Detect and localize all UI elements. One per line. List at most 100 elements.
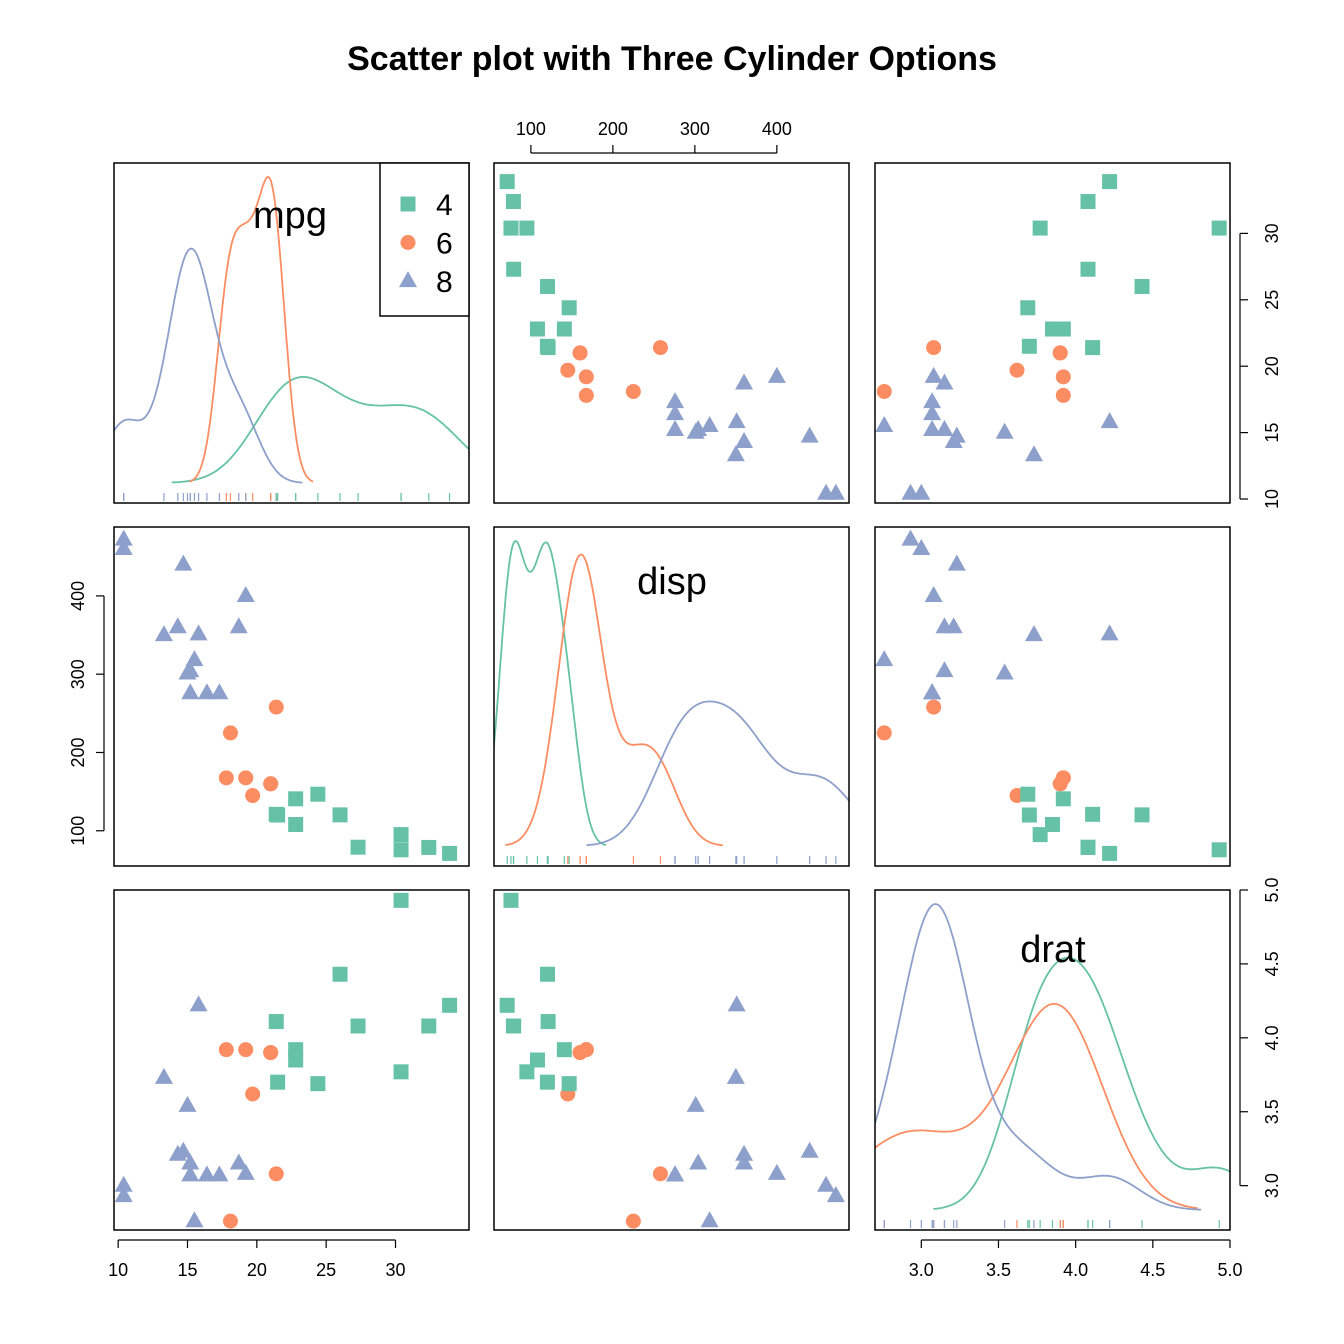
point-mpg-vs-disp-19 bbox=[499, 174, 515, 190]
point-mpg-vs-disp-28 bbox=[727, 412, 746, 429]
point-mpg-vs-drat-21 bbox=[875, 416, 894, 433]
point-drat-vs-mpg-1 bbox=[263, 1045, 279, 1061]
point-disp-vs-mpg-14 bbox=[114, 529, 133, 546]
point-mpg-vs-drat-13 bbox=[923, 420, 942, 437]
x-tick-label-bottom-drat-1: 3.5 bbox=[986, 1260, 1011, 1280]
point-mpg-vs-disp-30 bbox=[686, 422, 705, 439]
point-drat-vs-mpg-27 bbox=[393, 1064, 409, 1080]
point-disp-vs-drat-7 bbox=[1020, 786, 1036, 802]
point-drat-vs-disp-31 bbox=[540, 1014, 556, 1030]
point-mpg-vs-drat-5 bbox=[876, 383, 892, 399]
diag-label-mpg: mpg bbox=[253, 195, 327, 237]
point-drat-vs-disp-15 bbox=[817, 1175, 836, 1192]
point-drat-vs-mpg-17 bbox=[421, 1018, 437, 1034]
x-tick-label-top-disp-2: 300 bbox=[680, 119, 710, 139]
y-tick-label-left-disp-3: 400 bbox=[68, 581, 88, 611]
point-mpg-vs-drat-19 bbox=[1102, 174, 1118, 190]
density-group-drat bbox=[875, 903, 1230, 1228]
point-mpg-vs-disp-18 bbox=[503, 220, 519, 236]
point-mpg-vs-disp-6 bbox=[735, 431, 754, 448]
point-mpg-vs-disp-23 bbox=[726, 445, 745, 462]
legend-marker-6 bbox=[400, 235, 416, 250]
point-disp-vs-mpg-28 bbox=[189, 624, 208, 641]
point-mpg-vs-disp-4 bbox=[735, 373, 754, 390]
panel-frame-2-2 bbox=[874, 889, 1231, 1231]
point-mpg-vs-drat-9 bbox=[1055, 369, 1071, 385]
point-drat-vs-mpg-10 bbox=[218, 1042, 234, 1058]
x-tick-label-top-disp-3: 400 bbox=[762, 119, 792, 139]
point-disp-vs-mpg-29 bbox=[245, 788, 261, 804]
point-mpg-vs-drat-23 bbox=[1024, 445, 1043, 462]
point-disp-vs-drat-8 bbox=[1055, 791, 1071, 807]
y-tick-label-right-drat-3: 4.5 bbox=[1262, 951, 1282, 976]
point-mpg-vs-disp-21 bbox=[700, 416, 719, 433]
point-disp-vs-mpg-11 bbox=[197, 683, 216, 700]
point-mpg-vs-disp-10 bbox=[578, 387, 594, 403]
panel-frame-1-0 bbox=[113, 526, 470, 867]
panel-frame-2-0 bbox=[113, 889, 470, 1231]
point-drat-vs-disp-6 bbox=[735, 1144, 754, 1161]
y-tick-label-left-disp-2: 300 bbox=[68, 659, 88, 689]
x-tick-label-bottom-drat-2: 4.0 bbox=[1063, 1260, 1088, 1280]
point-drat-vs-disp-8 bbox=[556, 1042, 572, 1058]
point-drat-vs-mpg-5 bbox=[222, 1213, 238, 1229]
point-drat-vs-mpg-11 bbox=[197, 1165, 216, 1182]
point-drat-vs-mpg-25 bbox=[350, 1018, 366, 1034]
x-tick-label-bottom-mpg-1: 15 bbox=[177, 1260, 197, 1280]
point-drat-vs-mpg-28 bbox=[189, 995, 208, 1012]
point-mpg-vs-drat-29 bbox=[1009, 362, 1025, 378]
point-mpg-vs-drat-4 bbox=[935, 373, 954, 390]
point-disp-vs-drat-24 bbox=[924, 585, 943, 602]
x-tick-label-bottom-mpg-2: 20 bbox=[247, 1260, 267, 1280]
point-mpg-vs-drat-1 bbox=[1052, 345, 1068, 361]
point-disp-vs-mpg-9 bbox=[238, 770, 254, 786]
panel-disp-disp: disp bbox=[493, 526, 850, 867]
density-curve-disp-cyl6 bbox=[505, 553, 723, 847]
point-mpg-vs-disp-25 bbox=[506, 261, 522, 277]
point-drat-vs-disp-27 bbox=[519, 1064, 535, 1080]
panel-mpg-mpg: mpg bbox=[113, 162, 470, 504]
point-disp-vs-mpg-5 bbox=[222, 725, 238, 741]
point-disp-vs-mpg-3 bbox=[268, 699, 284, 715]
legend-marker-4 bbox=[400, 196, 416, 212]
point-mpg-vs-disp-13 bbox=[666, 420, 685, 437]
point-mpg-vs-disp-7 bbox=[561, 300, 577, 316]
point-mpg-vs-drat-22 bbox=[935, 420, 954, 437]
point-disp-vs-drat-20 bbox=[1021, 807, 1037, 823]
point-disp-vs-mpg-12 bbox=[210, 683, 229, 700]
legend-label-8: 8 bbox=[436, 266, 453, 299]
y-tick-label-right-drat-1: 3.5 bbox=[1262, 1099, 1282, 1124]
point-disp-vs-mpg-7 bbox=[310, 786, 326, 802]
point-disp-vs-drat-14 bbox=[901, 529, 920, 546]
point-disp-vs-drat-5 bbox=[876, 725, 892, 741]
legend-label-6: 6 bbox=[436, 228, 453, 261]
point-drat-vs-mpg-13 bbox=[181, 1165, 200, 1182]
point-disp-vs-mpg-30 bbox=[178, 663, 197, 680]
point-disp-vs-mpg-19 bbox=[442, 845, 458, 861]
density-group-disp bbox=[494, 540, 849, 864]
point-mpg-vs-drat-8 bbox=[1055, 321, 1071, 337]
y-tick-label-right-mpg-3: 25 bbox=[1262, 290, 1282, 310]
point-disp-vs-drat-23 bbox=[1024, 625, 1043, 642]
point-disp-vs-mpg-24 bbox=[236, 585, 255, 602]
point-disp-vs-mpg-17 bbox=[421, 839, 437, 855]
point-disp-vs-drat-18 bbox=[1211, 842, 1227, 858]
point-disp-vs-mpg-26 bbox=[332, 807, 348, 823]
point-mpg-vs-disp-1 bbox=[572, 345, 588, 361]
point-disp-vs-drat-30 bbox=[995, 663, 1014, 680]
point-mpg-vs-drat-25 bbox=[1080, 261, 1096, 277]
point-drat-vs-mpg-3 bbox=[268, 1166, 284, 1182]
point-mpg-vs-disp-16 bbox=[800, 426, 819, 443]
x-tick-label-bottom-drat-3: 4.5 bbox=[1140, 1260, 1165, 1280]
point-drat-vs-mpg-22 bbox=[181, 1153, 200, 1170]
point-disp-vs-drat-10 bbox=[1055, 770, 1071, 786]
point-mpg-vs-drat-28 bbox=[1100, 412, 1119, 429]
point-mpg-vs-drat-3 bbox=[926, 340, 942, 356]
y-tick-label-right-drat-4: 5.0 bbox=[1262, 877, 1282, 902]
point-disp-vs-drat-3 bbox=[926, 699, 942, 715]
density-curve-mpg-cyl8 bbox=[114, 247, 303, 484]
point-mpg-vs-disp-29 bbox=[560, 362, 576, 378]
point-mpg-vs-disp-26 bbox=[540, 279, 556, 295]
point-drat-vs-disp-7 bbox=[561, 1076, 577, 1092]
